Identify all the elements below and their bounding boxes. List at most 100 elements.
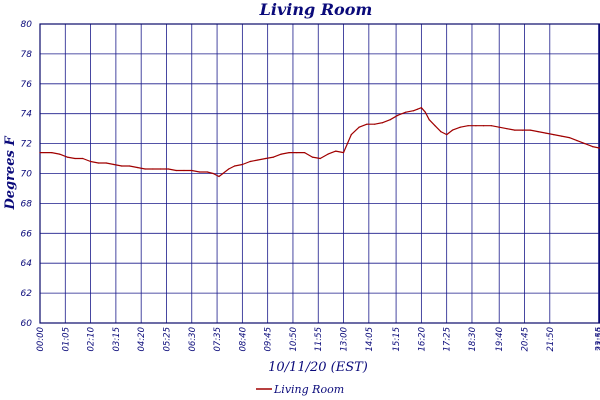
x-tick-label: 06:30 [188,327,198,352]
data-point [434,125,436,127]
data-point [136,166,138,169]
data-point [374,123,376,125]
data-point [105,162,107,164]
data-point [304,152,306,154]
y-tick-label: 78 [21,50,33,60]
x-tick-label: 00:00 [36,327,46,352]
y-tick-label: 62 [21,289,33,299]
data-point [152,168,154,170]
data-point [280,153,282,155]
data-point [272,156,275,158]
x-tick-label: 15:15 [392,327,402,352]
x-axis-label: 10/11/20 (EST) [268,360,368,375]
legend-label-living-room: Living Room [273,383,344,396]
data-point [128,165,131,167]
y-tick-labels: 60 62 64 66 68 70 72 74 76 78 80 [21,20,33,329]
data-point [327,153,329,155]
x-tick-label: 14:05 [365,327,375,352]
data-point [113,163,115,166]
legend: Living Room [256,383,344,396]
data-point [241,163,243,166]
x-tick-label: 02:10 [87,327,97,352]
data-point [413,110,415,112]
x-tick-label: 09:45 [264,327,274,352]
y-tick-label: 68 [21,199,33,209]
data-point [311,156,313,158]
x-tick-label: 19:40 [495,327,505,352]
y-tick-label: 66 [21,229,33,239]
y-tick-label: 60 [21,319,33,329]
data-point [424,111,426,113]
data-point [459,126,461,128]
data-point [183,169,185,172]
data-point [416,108,419,110]
data-point [467,125,469,127]
x-tick-label: 10:50 [289,327,299,352]
data-point [288,152,290,154]
chart-title: Living Room [259,0,373,19]
data-point [265,157,267,160]
data-point [51,152,53,154]
data-point [397,114,399,116]
data-point [420,107,422,109]
data-point [335,150,337,152]
data-point [405,111,407,113]
series-line-living-room [40,107,600,178]
data-point [506,128,508,130]
data-point [366,123,368,125]
x-tick-labels: 00:00 01:05 02:10 03:15 04:20 05:25 06:30 07:35… [36,327,600,352]
data-point [592,146,594,148]
data-point [560,135,563,137]
data-point [389,119,391,121]
y-tick-label: 72 [21,140,33,150]
x-tick-label: 20:45 [521,327,531,352]
data-point [199,171,201,173]
data-point [296,152,298,154]
x-tick-label: 11:55 [314,327,324,352]
x-tick-label: 18:30 [468,327,478,352]
x-tick-label: 21:50 [546,327,556,352]
data-point [342,152,345,154]
data-point [440,131,442,133]
y-tick-label: 74 [21,110,33,120]
data-point [82,157,84,160]
data-point [58,153,61,155]
data-point [206,171,208,173]
y-tick-label: 70 [21,170,33,180]
data-point [584,143,586,145]
data-point [212,172,214,175]
series-layer [39,107,600,178]
data-point [576,140,578,142]
data-point [249,160,251,163]
y-tick-label: 64 [21,259,33,269]
data-point [498,126,500,128]
x-tick-label: 16:20 [417,327,427,352]
data-point [537,131,539,133]
data-point [522,129,524,131]
data-point [319,157,321,160]
data-point [257,159,259,161]
data-point [39,152,41,154]
data-point [475,125,477,127]
data-point [568,137,570,139]
data-point [545,132,547,134]
data-point [97,162,99,164]
data-point [222,172,224,175]
data-point [490,125,492,127]
data-point [451,129,454,131]
data-point [234,165,236,167]
x-tick-label: 07:35 [213,327,223,352]
data-point [228,168,230,170]
y-axis-label: Degrees F [3,136,18,211]
data-point [90,160,92,163]
x-tick-label: 17:25 [443,327,453,352]
x-tick-label: 23:55 [594,327,600,352]
x-tick-label: 08:40 [238,327,248,352]
x-tick-label: 23:59 [596,327,600,352]
x-tick-label: 03:15 [112,327,122,352]
y-tick-label: 76 [21,80,33,90]
data-point [66,156,68,158]
data-point [74,157,76,160]
